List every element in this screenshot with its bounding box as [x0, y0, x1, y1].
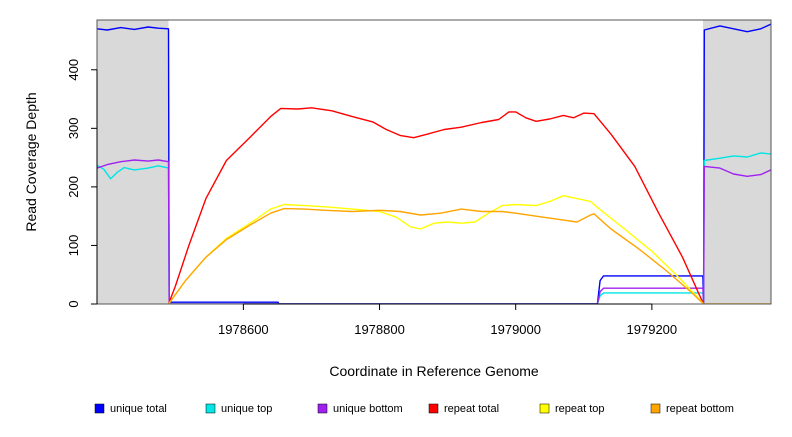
x-axis-label: Coordinate in Reference Genome	[329, 363, 539, 379]
series-line-repeat-bottom	[167, 207, 771, 304]
shaded-region-1	[702, 20, 771, 304]
series-line-repeat-total	[167, 107, 705, 304]
series-line-unique-top	[97, 152, 771, 304]
legend-swatch	[650, 403, 661, 414]
series-lines	[97, 23, 771, 304]
legend-item-repeat-top: repeat top	[539, 403, 605, 415]
legend-swatch	[539, 403, 550, 414]
shaded-regions	[97, 20, 771, 304]
legend-swatch	[428, 403, 439, 414]
legend-label: repeat bottom	[666, 403, 734, 415]
y-axis-label: Read Coverage Depth	[23, 92, 39, 231]
series-line-unique-bottom	[97, 159, 771, 304]
y-tick-label: 200	[66, 176, 81, 198]
y-tick-label: 400	[66, 59, 81, 81]
legend-item-repeat-total: repeat total	[428, 403, 499, 415]
legend-swatch	[205, 403, 216, 414]
series-line-repeat-top	[167, 194, 705, 304]
legend-item-unique-total: unique total	[94, 403, 167, 415]
series-line-unique-total	[97, 23, 771, 304]
x-tick-label: 1978600	[218, 322, 269, 337]
y-tick-label: 0	[66, 300, 81, 307]
legend: unique total unique top unique bottom repea…	[94, 403, 734, 415]
legend-swatch	[94, 403, 105, 414]
x-tick-label: 1978800	[354, 322, 405, 337]
y-tick-label: 300	[66, 117, 81, 139]
legend-item-unique-top: unique top	[205, 403, 272, 415]
legend-label: unique total	[110, 403, 167, 415]
legend-label: repeat top	[555, 403, 605, 415]
plot-frame	[96, 19, 772, 305]
legend-item-repeat-bottom: repeat bottom	[650, 403, 734, 415]
x-tick-label: 1979200	[627, 322, 678, 337]
x-tick-label: 1979000	[490, 322, 541, 337]
x-axis: 1978600 1978800 1979000 1979200	[218, 303, 678, 337]
legend-label: repeat total	[444, 403, 499, 415]
legend-swatch	[317, 403, 328, 414]
legend-label: unique top	[221, 403, 272, 415]
y-tick-label: 100	[66, 235, 81, 257]
legend-item-unique-bottom: unique bottom	[317, 403, 403, 415]
shaded-region-0	[97, 20, 169, 304]
y-axis: 0 100 200 300 400	[66, 59, 98, 308]
legend-label: unique bottom	[333, 403, 403, 415]
